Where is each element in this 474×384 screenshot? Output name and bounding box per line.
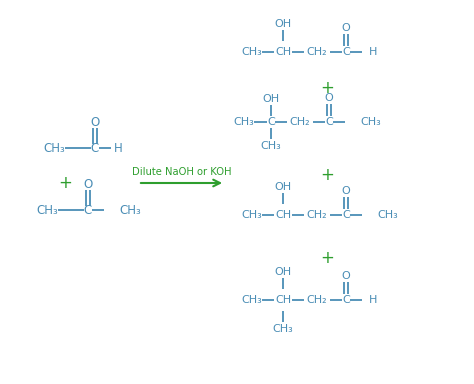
Text: CH₃: CH₃ — [273, 324, 293, 334]
Text: O: O — [342, 23, 350, 33]
Text: O: O — [91, 116, 100, 129]
Text: OH: OH — [274, 19, 292, 29]
Text: CH₃: CH₃ — [261, 141, 282, 151]
Text: OH: OH — [274, 182, 292, 192]
Text: CH₃: CH₃ — [360, 117, 381, 127]
Text: CH₂: CH₂ — [307, 47, 328, 57]
Text: O: O — [325, 93, 333, 103]
Text: C: C — [342, 210, 350, 220]
Text: C: C — [342, 47, 350, 57]
Text: CH: CH — [275, 47, 291, 57]
Text: +: + — [320, 166, 334, 184]
Text: CH₂: CH₂ — [307, 210, 328, 220]
Text: OH: OH — [274, 267, 292, 277]
Text: C: C — [84, 204, 92, 217]
Text: C: C — [342, 295, 350, 305]
Text: CH₃: CH₃ — [241, 210, 262, 220]
Text: H: H — [369, 47, 377, 57]
Text: OH: OH — [263, 94, 280, 104]
Text: CH₃: CH₃ — [43, 141, 65, 154]
Text: C: C — [325, 117, 333, 127]
Text: CH₃: CH₃ — [36, 204, 58, 217]
Text: CH: CH — [275, 210, 291, 220]
Text: O: O — [83, 177, 92, 190]
Text: CH₂: CH₂ — [307, 295, 328, 305]
Text: H: H — [369, 295, 377, 305]
Text: +: + — [320, 249, 334, 267]
Text: Dilute NaOH or KOH: Dilute NaOH or KOH — [132, 167, 231, 177]
Text: CH₃: CH₃ — [241, 295, 262, 305]
Text: C: C — [91, 141, 99, 154]
Text: CH₃: CH₃ — [119, 204, 141, 217]
Text: +: + — [58, 174, 72, 192]
Text: CH₃: CH₃ — [241, 47, 262, 57]
Text: O: O — [342, 186, 350, 196]
Text: CH: CH — [275, 295, 291, 305]
Text: O: O — [342, 271, 350, 281]
Text: +: + — [320, 79, 334, 97]
Text: CH₃: CH₃ — [233, 117, 254, 127]
Text: C: C — [267, 117, 275, 127]
Text: CH₂: CH₂ — [290, 117, 310, 127]
Text: H: H — [114, 141, 122, 154]
Text: CH₃: CH₃ — [377, 210, 398, 220]
